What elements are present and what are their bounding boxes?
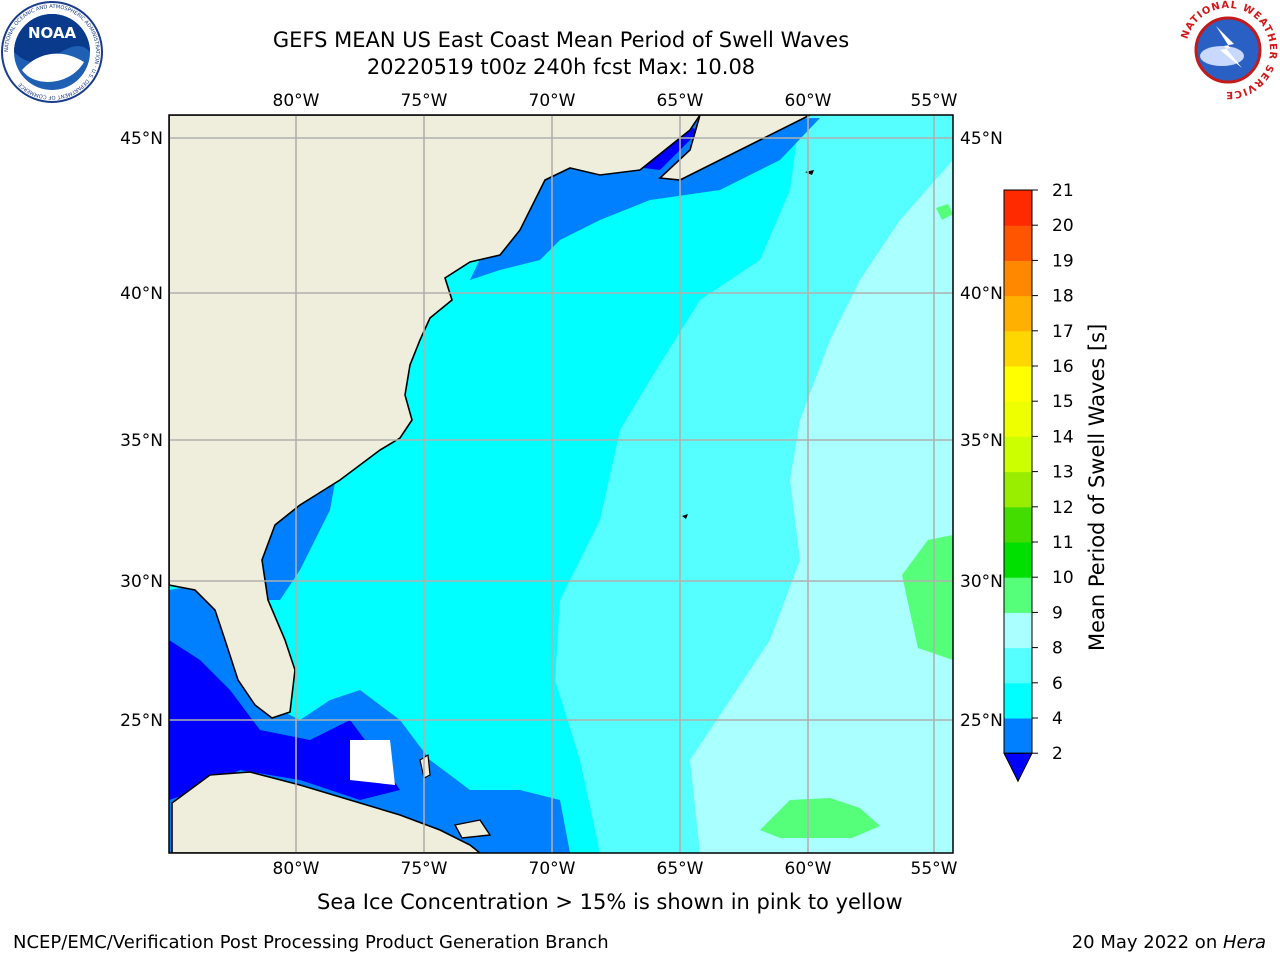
lon-label: 55°W [911,859,958,879]
colorbar-tick-label: 2 [1052,744,1063,764]
lon-label: 70°W [529,859,576,879]
colorbar-segment [1004,436,1032,473]
field-region-9-10s-north [936,204,953,220]
field-region-below-2s-florida-straits [169,640,400,800]
field-region-9-10s-east [902,535,953,660]
date-text: 20 May 2022 on Hera [1072,932,1266,953]
machine-name: Hera [1222,932,1266,953]
colorbar-segment [1004,718,1032,754]
colorbar-tick-label: 13 [1052,463,1074,483]
bermuda-island [682,514,688,519]
colorbar-tick-label: 12 [1052,498,1074,518]
swell-period-field [169,115,953,853]
colorbar-tick-label: 19 [1052,251,1074,271]
lat-label: 40°N [960,284,1003,304]
colorbar-segment [1004,682,1032,719]
colorbar-tick-label: 17 [1052,322,1074,342]
field-region-8-9s [690,160,953,853]
lat-label: 35°N [120,431,163,451]
lon-label: 65°W [657,859,704,879]
nova-scotia-land [658,115,811,181]
noaa-logo: NOAA NATIONAL OCEANIC AND ATMOSPHERIC AD… [1,1,103,103]
bahamas-island [419,753,431,779]
map-subtitle: 20220519 t00z 240h fcst Max: 10.08 [366,55,756,79]
colorbar-segment [1004,647,1032,684]
colorbar-tick-label: 8 [1052,639,1063,659]
lat-label: 35°N [960,431,1003,451]
lat-label: 25°N [960,711,1003,731]
colorbar-segment [1004,225,1032,261]
lat-label: 40°N [120,284,163,304]
colorbar-segment [1004,260,1032,297]
colorbar-segment [1004,577,1032,613]
no-data-region [350,740,395,785]
colorbar-segment [1004,612,1032,649]
lat-label: 45°N [120,129,163,149]
field-region-9-10s-south [760,798,880,838]
cuba-land [171,771,482,853]
colorbar-tick-label: 21 [1052,181,1074,201]
sea-ice-note: Sea Ice Concentration > 15% is shown in … [317,890,903,914]
lon-label: 80°W [273,91,320,111]
colorbar-segment [1004,295,1032,332]
lat-label: 45°N [960,129,1003,149]
lon-label: 60°W [785,859,832,879]
lat-label: 25°N [120,711,163,731]
lat-label: 30°N [120,572,163,592]
lon-label: 75°W [401,859,448,879]
colorbar-segment [1004,401,1032,437]
latitude-labels-left: 45°N 40°N 35°N 30°N 25°N [120,129,163,731]
colorbar-tick-label: 15 [1052,392,1074,412]
latitude-labels-right: 45°N 40°N 35°N 30°N 25°N [960,129,1003,731]
date-value: 20 May 2022 on [1071,932,1223,953]
nws-logo: NATIONAL WEATHER SERVICE [1180,0,1278,100]
colorbar-segment [1004,471,1032,508]
colorbar-label: Mean Period of Swell Waves [s] [1085,323,1109,651]
colorbar-extend-arrow [1003,752,1033,783]
colorbar-tick-label: 9 [1052,603,1063,623]
longitude-labels-bottom: 80°W 75°W 70°W 65°W 60°W 55°W [273,859,958,879]
lon-label: 80°W [273,859,320,879]
sable-island [805,170,814,175]
hispaniola-land [453,819,492,839]
longitude-labels-top: 80°W 75°W 70°W 65°W 60°W 55°W [273,91,958,111]
lon-label: 60°W [785,91,832,111]
colorbar-segment [1004,330,1032,367]
colorbar: 2 4 6 8 9 10 11 12 13 14 15 16 17 18 19 20 21 [1003,181,1074,783]
colorbar-tick-label: 16 [1052,357,1074,377]
lon-label: 70°W [529,91,576,111]
map-frame [168,114,954,854]
colorbar-tick-label: 4 [1052,709,1063,729]
map-title: GEFS MEAN US East Coast Mean Period of S… [272,28,850,52]
map-gridlines [169,115,953,853]
field-region-2-4s-gulf-of-maine [470,118,820,280]
colorbar-tick-label: 10 [1052,568,1074,588]
us-east-coast-land [169,115,701,719]
colorbar-segment [1004,366,1032,402]
colorbar-tick-label: 14 [1052,427,1074,447]
colorbar-tick-label: 11 [1052,533,1074,553]
lon-label: 65°W [657,91,704,111]
lon-label: 55°W [911,91,958,111]
credit-text: NCEP/EMC/Verification Post Processing Pr… [13,932,609,953]
lon-label: 75°W [401,91,448,111]
colorbar-segment [1004,506,1032,543]
colorbar-segment [1004,542,1032,578]
lat-label: 30°N [960,572,1003,592]
colorbar-tick-label: 18 [1052,287,1074,307]
colorbar-tick-label: 20 [1052,216,1074,236]
colorbar-tick-label: 6 [1052,674,1063,694]
svg-text:NOAA: NOAA [28,24,77,42]
colorbar-segment [1004,190,1032,226]
